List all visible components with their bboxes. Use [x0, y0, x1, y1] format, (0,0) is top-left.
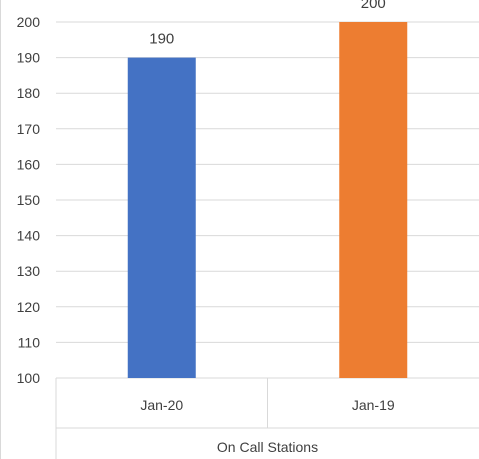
y-tick-label: 190 [17, 50, 41, 66]
data-label: 200 [361, 0, 386, 12]
y-tick-label: 140 [17, 228, 41, 244]
x-category-label: Jan-20 [140, 397, 183, 413]
x-axis-category-labels: Jan-20 Jan-19 [140, 397, 395, 413]
bar-jan-20 [127, 57, 196, 378]
gridlines [56, 21, 479, 379]
bars [127, 22, 408, 378]
bar-jan-19 [339, 22, 408, 378]
y-tick-label: 150 [17, 192, 41, 208]
y-tick-label: 110 [18, 334, 41, 350]
y-tick-label: 120 [17, 299, 41, 315]
y-tick-label: 130 [17, 263, 41, 279]
y-axis-tick-labels: 100 110 120 130 140 150 160 170 180 190 200 [17, 14, 41, 386]
y-tick-label: 160 [17, 156, 41, 172]
data-labels: 190 200 [149, 0, 386, 48]
y-tick-label: 180 [17, 85, 41, 101]
y-tick-label: 200 [17, 14, 41, 30]
x-axis-group-label: On Call Stations [217, 439, 318, 455]
y-tick-label: 100 [17, 370, 41, 386]
x-category-label: Jan-19 [352, 397, 395, 413]
data-label: 190 [149, 31, 174, 48]
y-tick-label: 170 [17, 121, 41, 137]
